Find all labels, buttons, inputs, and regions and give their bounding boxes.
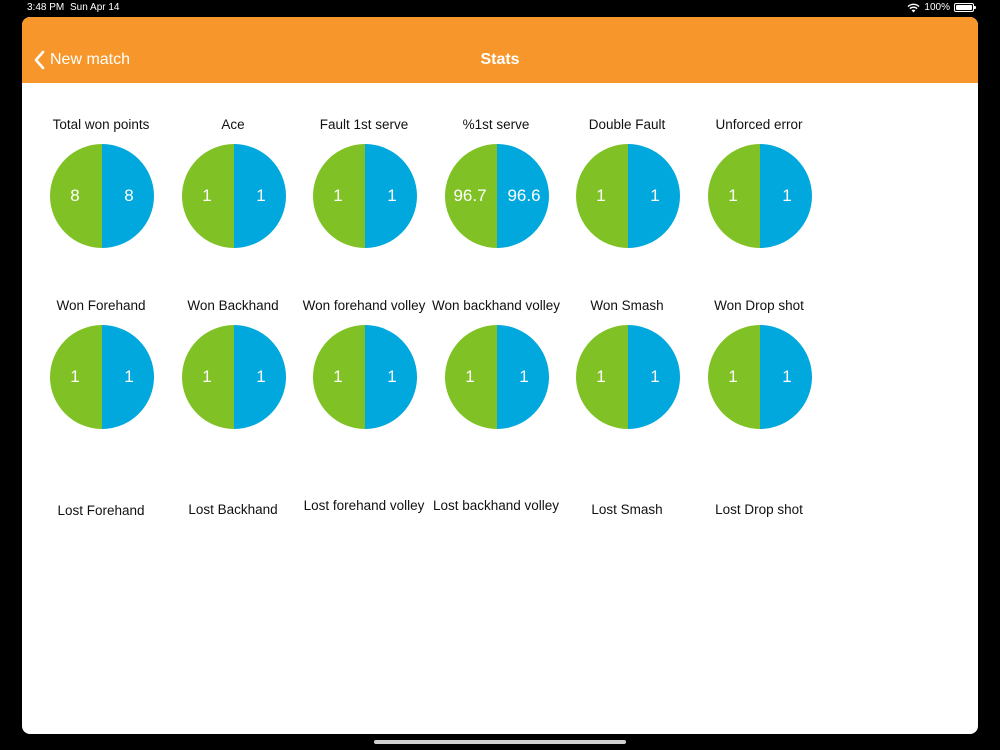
pie-value-right: 1	[256, 186, 266, 205]
pie-value-left: 1	[596, 186, 606, 205]
status-date: Sun Apr 14	[70, 2, 120, 13]
pie-value-right: 1	[519, 367, 529, 386]
stat-pie: 1 1	[182, 144, 286, 248]
stat-pie: 1 1	[576, 325, 680, 429]
page-title: Stats	[480, 51, 520, 68]
stat-label: Double Fault	[588, 117, 666, 132]
stat-pie: 1 1	[313, 144, 417, 248]
stat-pie: 1 1	[445, 325, 549, 429]
pie-value-right: 1	[387, 367, 397, 386]
stat-pie: 1 1	[708, 325, 812, 429]
stat-pie: 8 8	[50, 144, 154, 248]
battery-icon	[954, 3, 976, 12]
pie-value-right: 1	[124, 367, 134, 386]
status-bar: 3:48 PM Sun Apr 14 100%	[0, 0, 1000, 16]
pie-value-right: 1	[387, 186, 397, 205]
back-button[interactable]: New match	[32, 47, 130, 73]
pie-value-left: 96.7	[453, 186, 487, 205]
stat-label: Won backhand volley	[431, 298, 561, 313]
stat-pie: 1 1	[708, 144, 812, 248]
stat-label: Total won points	[52, 117, 150, 132]
stat-label: Won Drop shot	[714, 298, 804, 313]
stat-pie: 96.7 96.6	[445, 144, 549, 248]
pie-value-left: 1	[333, 186, 343, 205]
stat-label: Lost backhand volley	[432, 498, 560, 513]
stat-label: Lost Forehand	[57, 503, 145, 518]
wifi-icon	[907, 3, 920, 12]
status-time: 3:48 PM	[27, 2, 65, 13]
stat-label: Won forehand volley	[302, 298, 426, 313]
pie-value-right: 1	[650, 186, 660, 205]
stat-label: Lost Smash	[591, 502, 663, 517]
nav-bar: New match Stats	[22, 17, 978, 83]
pie-value-right: 1	[650, 367, 660, 386]
stat-label: Won Forehand	[56, 298, 146, 313]
pie-value-right: 8	[124, 186, 134, 205]
stat-label: Lost Backhand	[188, 502, 278, 517]
stat-label: Won Backhand	[187, 298, 279, 313]
pie-value-right: 96.6	[507, 186, 541, 205]
pie-value-left: 1	[728, 367, 738, 386]
status-right: 100%	[907, 2, 976, 13]
stat-label: Unforced error	[715, 117, 803, 132]
stat-label: Fault 1st serve	[319, 117, 409, 132]
pie-value-left: 1	[202, 367, 212, 386]
stat-label: %1st serve	[462, 117, 530, 132]
stat-pie: 1 1	[313, 325, 417, 429]
chevron-left-icon	[34, 50, 45, 70]
stat-pie: 1 1	[576, 144, 680, 248]
pie-value-left: 1	[465, 367, 475, 386]
pie-value-left: 1	[70, 367, 80, 386]
home-indicator[interactable]	[374, 740, 626, 744]
stat-pie: 1 1	[182, 325, 286, 429]
pie-value-left: 1	[596, 367, 606, 386]
stats-grid: Total won points 8 8 Ace 1 1 Fault 1st s…	[22, 83, 978, 734]
pie-value-left: 1	[333, 367, 343, 386]
pie-value-left: 8	[70, 186, 80, 205]
pie-value-right: 1	[782, 186, 792, 205]
pie-value-left: 1	[202, 186, 212, 205]
back-button-label: New match	[50, 51, 131, 68]
battery-percent: 100%	[924, 2, 950, 13]
pie-value-right: 1	[256, 367, 266, 386]
stats-window: New match Stats Total won points 8 8 Ace…	[22, 17, 978, 734]
stat-label: Lost forehand volley	[303, 498, 425, 513]
stat-label: Won Smash	[590, 298, 664, 313]
pie-value-right: 1	[782, 367, 792, 386]
stat-pie: 1 1	[50, 325, 154, 429]
stat-label: Ace	[221, 117, 245, 132]
pie-value-left: 1	[728, 186, 738, 205]
stat-label: Lost Drop shot	[715, 502, 803, 517]
